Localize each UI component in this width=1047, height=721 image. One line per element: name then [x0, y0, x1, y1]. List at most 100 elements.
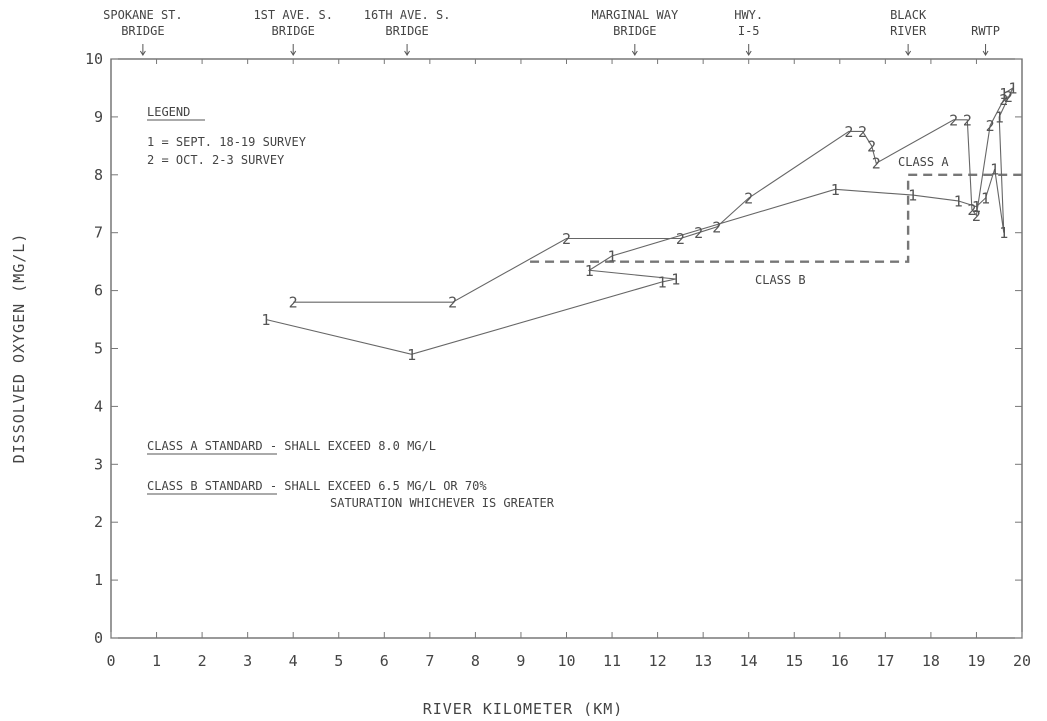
legend: LEGEND 1 = SEPT. 18-19 SURVEY 2 = OCT. 2…	[147, 105, 307, 167]
data-point-marker: 2	[694, 224, 703, 242]
y-tick-label: 1	[94, 571, 103, 589]
y-tick-label: 7	[94, 224, 103, 242]
x-tick-label: 10	[557, 652, 575, 670]
landmark-arrowhead	[982, 50, 989, 56]
series-line	[293, 96, 1009, 303]
legend-entry-1: 1 = SEPT. 18-19 SURVEY	[147, 135, 307, 149]
data-point-marker: 1	[831, 181, 840, 199]
standard-lines	[530, 173, 1022, 263]
data-point-marker: 2	[289, 294, 298, 312]
y-tick-label: 3	[94, 455, 103, 473]
x-tick-label: 20	[1013, 652, 1031, 670]
x-tick-label: 4	[289, 652, 298, 670]
data-point-marker: 1	[999, 85, 1008, 103]
class-a-standard-text: - SHALL EXCEED 8.0 MG/L	[263, 439, 436, 453]
class-b-standard-title: CLASS B STANDARD	[147, 479, 263, 493]
landmark-label: BLACK	[890, 8, 927, 22]
data-point-marker: 2	[448, 294, 457, 312]
landmark-arrowhead	[631, 50, 638, 56]
data-point-marker: 1	[981, 189, 990, 207]
x-tick-label: 9	[516, 652, 525, 670]
data-point-marker: 1	[608, 247, 617, 265]
x-tick-label: 0	[106, 652, 115, 670]
landmark-arrowhead	[905, 50, 912, 56]
data-point-marker: 2	[967, 201, 976, 219]
landmark-label: RWTP	[971, 24, 1000, 38]
data-point-marker: 1	[972, 198, 981, 216]
class-a-label: CLASS A	[898, 155, 949, 169]
data-point-marker: 2	[986, 117, 995, 135]
x-tick-label: 18	[922, 652, 940, 670]
landmark-label: BRIDGE	[272, 24, 315, 38]
x-tick-label: 1	[152, 652, 161, 670]
landmark-label: BRIDGE	[385, 24, 428, 38]
x-tick-label: 6	[380, 652, 389, 670]
y-tick-label: 8	[94, 166, 103, 184]
landmark: BLACK RIVER	[890, 8, 927, 56]
class-a-standard-title: CLASS A STANDARD	[147, 439, 263, 453]
x-tick-label: 13	[694, 652, 712, 670]
class-b-standard-text-2: SATURATION WHICHEVER IS GREATER	[330, 496, 555, 510]
data-point-marker: 2	[844, 123, 853, 141]
y-tick-label: 10	[85, 50, 103, 68]
landmark-label: SPOKANE ST.	[103, 8, 182, 22]
landmark: 1ST AVE. S. BRIDGE	[253, 8, 333, 56]
y-axis-title: DISSOLVED OXYGEN (MG/L)	[10, 233, 28, 464]
legend-entry-2: 2 = OCT. 2-3 SURVEY	[147, 153, 285, 167]
x-tick-label: 3	[243, 652, 252, 670]
data-point-marker: 2	[676, 230, 685, 248]
svg-text:CLASS B STANDARD - SHALL EXCEE: CLASS B STANDARD - SHALL EXCEED 6.5 MG/L…	[147, 479, 487, 493]
x-tick-label: 7	[425, 652, 434, 670]
y-tick-label: 4	[94, 397, 103, 415]
landmark: 16TH AVE. S. BRIDGE	[364, 8, 450, 56]
data-point-marker: 1	[1008, 79, 1017, 97]
landmark-label: 1ST AVE. S.	[253, 8, 332, 22]
x-tick-label: 15	[785, 652, 803, 670]
class-standard-line	[530, 173, 1022, 263]
landmark-arrowhead	[404, 50, 410, 56]
axes: 0 1 2 3 4 5 6 7 8 9 10 11 12 13 14 15 16 17 18 19 2001234567…	[85, 50, 1031, 670]
data-point-marker: 1	[995, 108, 1004, 126]
data-point-marker: 2	[744, 189, 753, 207]
data-point-marker: 2	[712, 218, 721, 236]
x-tick-label: 19	[967, 652, 985, 670]
data-point-marker: 2	[562, 230, 571, 248]
data-point-marker: 2	[999, 91, 1008, 109]
landmark-label: RIVER	[890, 24, 927, 38]
data-point-marker: 1	[954, 192, 963, 210]
y-tick-label: 0	[94, 629, 103, 647]
landmark-label: HWY.	[734, 8, 763, 22]
class-b-standard-text: - SHALL EXCEED 6.5 MG/L OR 70%	[263, 479, 488, 493]
landmark-arrowhead	[290, 50, 297, 56]
data-point-marker: 1	[990, 161, 999, 179]
svg-text:CLASS A STANDARD - SHALL EXCEE: CLASS A STANDARD - SHALL EXCEED 8.0 MG/L	[147, 439, 436, 453]
landmark: SPOKANE ST. BRIDGE	[103, 8, 183, 56]
y-tick-label: 9	[94, 108, 103, 126]
x-tick-label: 14	[740, 652, 758, 670]
y-tick-label: 2	[94, 513, 103, 531]
y-tick-label: 5	[94, 340, 103, 358]
y-tick-label: 6	[94, 282, 103, 300]
legend-title: LEGEND	[147, 105, 190, 119]
data-point-marker: 2	[949, 111, 958, 129]
x-tick-label: 5	[334, 652, 343, 670]
data-point-marker: 1	[261, 311, 270, 329]
landmark-label: I-5	[738, 24, 760, 38]
series-line	[265, 86, 1015, 355]
landmark-label: MARGINAL WAY	[591, 8, 678, 22]
data-point-marker: 2	[1004, 88, 1013, 106]
x-tick-label: 17	[876, 652, 894, 670]
x-axis-title: RIVER KILOMETER (KM)	[423, 700, 624, 718]
landmark-label: BRIDGE	[121, 24, 164, 38]
x-tick-label: 2	[198, 652, 207, 670]
data-point-marker: 1	[407, 346, 416, 364]
data-point-marker: 2	[872, 155, 881, 173]
x-tick-label: 16	[831, 652, 849, 670]
class-b-label: CLASS B	[755, 273, 806, 287]
landmark: HWY. I-5	[734, 8, 763, 56]
data-point-marker: 1	[658, 273, 667, 291]
